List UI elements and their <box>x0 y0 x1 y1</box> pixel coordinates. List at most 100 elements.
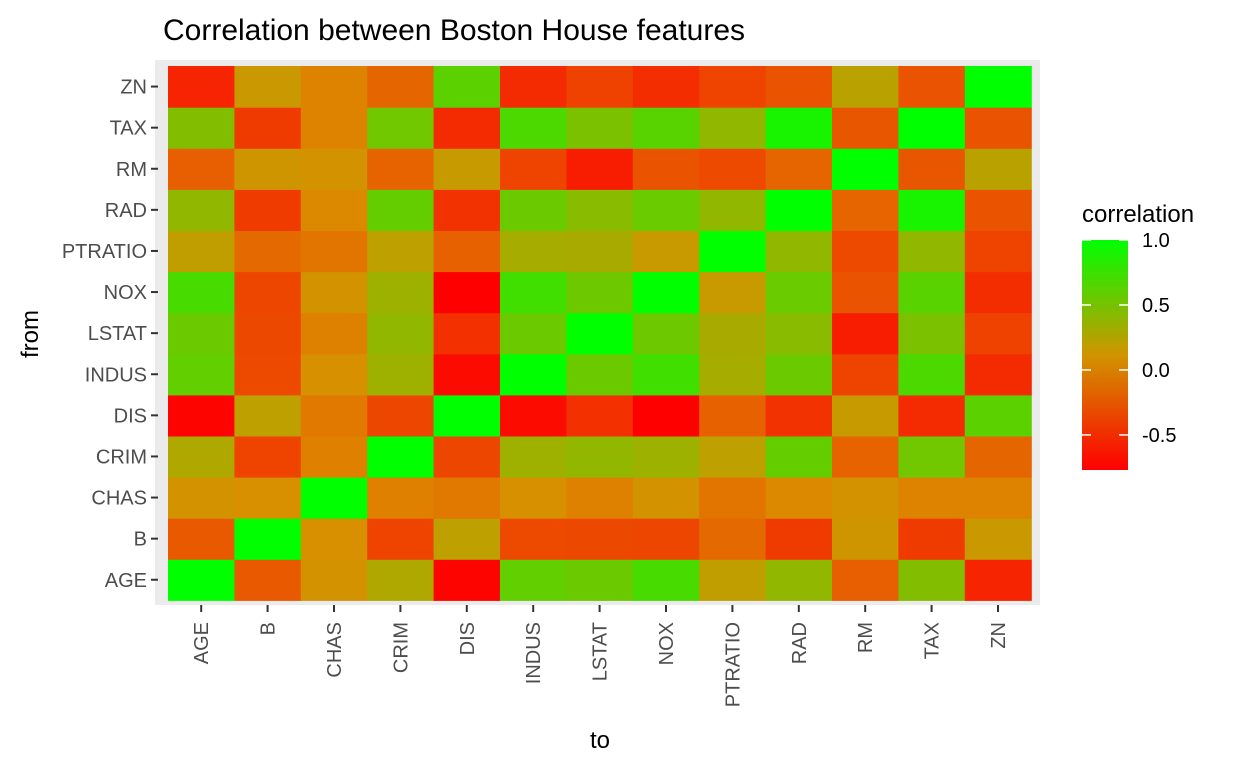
heatmap-cell <box>566 189 634 231</box>
heatmap-cell <box>168 394 235 437</box>
heatmap-cell <box>964 189 1032 231</box>
x-tick-label: AGE <box>191 622 213 664</box>
heatmap-cell <box>898 394 966 437</box>
heatmap-cell <box>168 148 235 190</box>
legend: correlation 1.0 0.5 0.0 -0.5 <box>1082 201 1194 470</box>
heatmap-cell <box>500 353 567 396</box>
heatmap-cell <box>300 394 368 437</box>
legend-colorbar <box>1082 240 1128 470</box>
x-tick-label: LSTAT <box>590 622 612 681</box>
heatmap-cell <box>234 271 302 314</box>
heatmap-cell <box>898 107 966 149</box>
heatmap-cell <box>699 353 767 396</box>
heatmap-cell <box>632 353 700 396</box>
heatmap-cell <box>964 107 1032 149</box>
heatmap-cell <box>300 271 368 314</box>
heatmap-cell <box>765 66 833 108</box>
x-tick-label: TAX <box>922 622 944 659</box>
heatmap-cell <box>964 353 1032 396</box>
heatmap-cell <box>168 518 235 560</box>
heatmap-cell <box>234 230 302 273</box>
x-tick-label: RAD <box>789 622 811 664</box>
y-axis: AGE B CHAS CRIM DIS INDUS LSTAT NOX PTRATIO RAD RM… <box>62 77 158 592</box>
heatmap-cell <box>300 559 368 601</box>
y-tick-label: B <box>134 529 147 551</box>
heatmap-cell <box>898 189 966 231</box>
heatmap-cell <box>168 230 235 273</box>
x-axis-title: to <box>590 727 610 754</box>
heatmap-cell <box>832 477 899 519</box>
heatmap-cell <box>500 435 567 478</box>
heatmap-cell <box>964 518 1032 560</box>
x-tick-label: CHAS <box>324 622 346 678</box>
heatmap-cell <box>632 189 700 231</box>
heatmap-cell <box>433 394 501 437</box>
heatmap-cell <box>433 477 501 519</box>
heatmap-cell <box>898 66 966 108</box>
heatmap-cell <box>898 477 966 519</box>
heatmap-cell <box>367 189 435 231</box>
heatmap-cell <box>234 477 302 519</box>
heatmap-cell <box>898 312 966 355</box>
heatmap-cell <box>632 477 700 519</box>
heatmap-cell <box>300 435 368 478</box>
heatmap-cell <box>898 559 966 601</box>
heatmap-cell <box>765 107 833 149</box>
heatmap-cell <box>832 189 899 231</box>
heatmap-cell <box>300 230 368 273</box>
heatmap-cell <box>168 477 235 519</box>
heatmap-cell <box>367 394 435 437</box>
heatmap-cell <box>367 477 435 519</box>
heatmap-cell <box>500 271 567 314</box>
heatmap-cell <box>765 477 833 519</box>
heatmap-cell <box>699 312 767 355</box>
heatmap-cell <box>433 435 501 478</box>
heatmap-cell <box>632 271 700 314</box>
heatmap-cell <box>699 394 767 437</box>
heatmap-cell <box>234 394 302 437</box>
y-tick-label: PTRATIO <box>62 241 147 263</box>
heatmap-cell <box>765 518 833 560</box>
heatmap-cell <box>699 271 767 314</box>
heatmap-cell <box>632 230 700 273</box>
heatmap-cell <box>699 148 767 190</box>
heatmap-cell <box>964 394 1032 437</box>
heatmap-cell <box>566 559 634 601</box>
heatmap-cell <box>632 148 700 190</box>
heatmap-cell <box>500 230 567 273</box>
x-tick-label: NOX <box>656 622 678 665</box>
heatmap-cell <box>234 559 302 601</box>
heatmap-cell <box>500 107 567 149</box>
heatmap-cell <box>964 271 1032 314</box>
heatmap-cell <box>300 518 368 560</box>
heatmap-cell <box>367 230 435 273</box>
y-tick-label: NOX <box>104 282 147 304</box>
heatmap-cell <box>632 435 700 478</box>
heatmap-cell <box>632 394 700 437</box>
heatmap-cell <box>632 66 700 108</box>
heatmap-cell <box>367 312 435 355</box>
heatmap-cell <box>433 189 501 231</box>
heatmap-cell <box>765 148 833 190</box>
heatmap-cell <box>832 107 899 149</box>
heatmap-cell <box>832 353 899 396</box>
x-tick-label: ZN <box>988 622 1010 649</box>
heatmap-cell <box>367 518 435 560</box>
x-tick-label: CRIM <box>390 622 412 673</box>
y-tick-label: INDUS <box>85 364 147 386</box>
heatmap-cell <box>566 271 634 314</box>
y-tick-label: DIS <box>114 405 147 427</box>
heatmap-cell <box>168 435 235 478</box>
heatmap-cell <box>300 148 368 190</box>
heatmap-cell <box>500 559 567 601</box>
heatmap-cell <box>765 559 833 601</box>
heatmap-cell <box>234 189 302 231</box>
heatmap-cell <box>433 559 501 601</box>
y-axis-title: from <box>17 310 44 358</box>
x-tick-label: PTRATIO <box>722 622 744 707</box>
heatmap-cell <box>300 107 368 149</box>
legend-title: correlation <box>1082 201 1194 228</box>
legend-tick-label: 0.0 <box>1142 360 1170 382</box>
heatmap-cell <box>566 394 634 437</box>
heatmap-cell <box>699 477 767 519</box>
